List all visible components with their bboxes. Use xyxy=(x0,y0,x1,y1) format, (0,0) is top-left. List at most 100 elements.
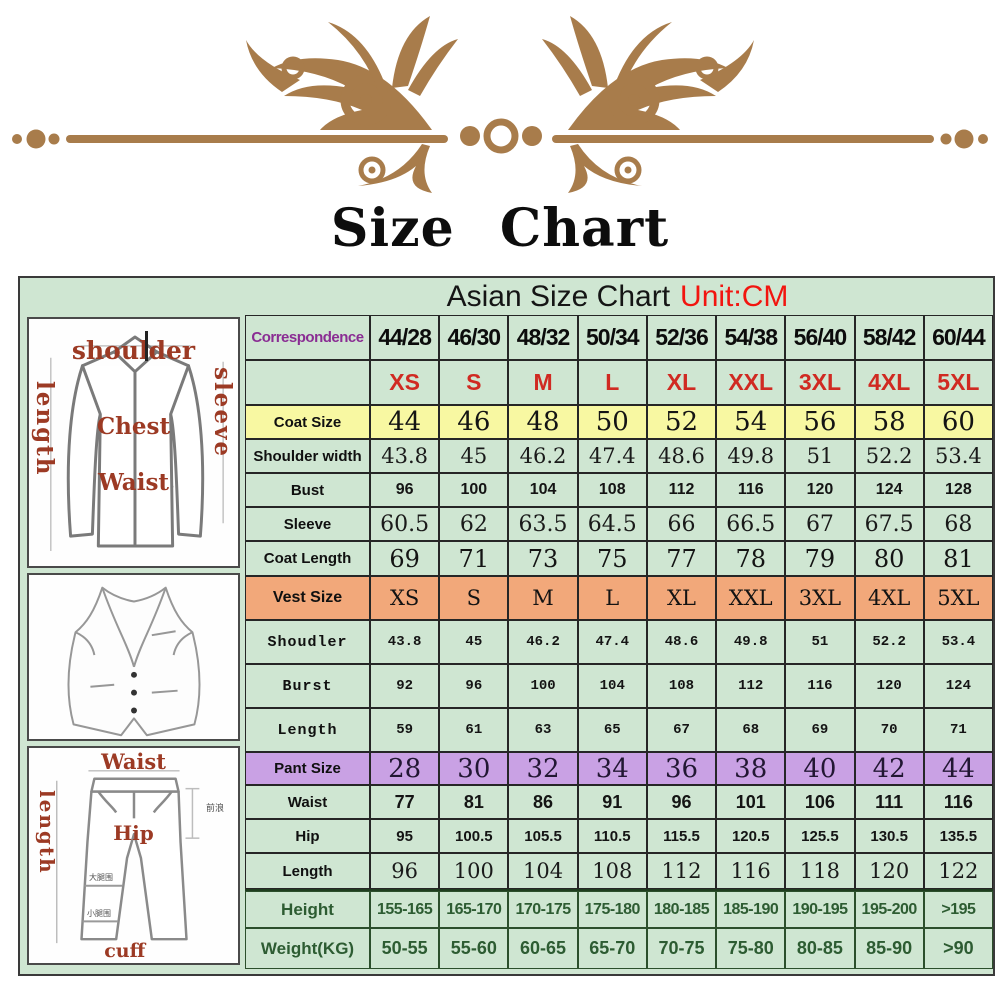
cell-value: 43.8 xyxy=(370,439,440,473)
cell-value: 46/30 xyxy=(439,315,509,360)
cell-value: 70-75 xyxy=(646,928,717,969)
unit-label: Unit:CM xyxy=(680,279,789,313)
cell-value: M xyxy=(508,360,578,405)
cell-value: 64.5 xyxy=(577,507,647,541)
cell-value: 100 xyxy=(439,853,509,889)
cell-value: 110.5 xyxy=(577,819,647,853)
row-label: Burst xyxy=(245,664,370,708)
cell-value: 108 xyxy=(577,473,647,507)
cell-value: 120.5 xyxy=(716,819,786,853)
cell-value: 49.8 xyxy=(716,439,786,473)
cell-value: 48.6 xyxy=(646,439,717,473)
row-label: Hip xyxy=(245,819,370,853)
pants-length-label: length xyxy=(35,790,59,875)
cell-value: 56 xyxy=(785,405,855,439)
cell-value: 51 xyxy=(785,620,855,664)
cell-value: 52.2 xyxy=(854,620,924,664)
cell-value: 3XL xyxy=(785,576,855,620)
cell-value: 80 xyxy=(854,541,924,576)
cell-value: 81 xyxy=(923,541,993,576)
cell-value: 116 xyxy=(716,853,786,889)
cell-value: 44 xyxy=(370,405,440,439)
cell-value: 34 xyxy=(577,752,647,785)
cell-value: 50 xyxy=(577,405,647,439)
cell-value: 61 xyxy=(439,708,509,752)
cell-value: 70 xyxy=(854,708,924,752)
pants-cuff-label: cuff xyxy=(104,940,146,962)
cell-value: XL xyxy=(646,576,717,620)
cell-value: 45 xyxy=(439,439,509,473)
cell-value: 79 xyxy=(785,541,855,576)
chart-header-title: Asian Size Chart xyxy=(446,279,671,313)
cell-value: 75 xyxy=(577,541,647,576)
table-row-pant-length: Length 96 100 104 108 112 116 118 120 122 xyxy=(245,853,993,889)
cell-value: 55-60 xyxy=(439,928,509,969)
cell-value: 104 xyxy=(508,473,578,507)
row-label: Shoulder width xyxy=(245,439,370,473)
cell-value: 67.5 xyxy=(854,507,924,541)
cell-value: 48 xyxy=(508,405,578,439)
cell-value: 56/40 xyxy=(785,315,855,360)
cell-value: 53.4 xyxy=(923,439,993,473)
cell-value: 60/44 xyxy=(923,315,993,360)
cell-value: 28 xyxy=(370,752,440,785)
cell-value: 100 xyxy=(508,664,578,708)
cell-value: 63.5 xyxy=(508,507,578,541)
cell-value: 50-55 xyxy=(370,928,440,969)
table-row-weight: Weight(KG) 50-55 55-60 60-65 65-70 70-75 75-80… xyxy=(245,928,993,969)
cell-value: 67 xyxy=(646,708,717,752)
table-row-pant-hip: Hip 95 100.5 105.5 110.5 115.5 120.5 125.5 130.5… xyxy=(245,819,993,853)
cell-value: 46.2 xyxy=(508,620,578,664)
cell-value: 185-190 xyxy=(716,891,786,928)
row-label xyxy=(245,360,370,405)
cell-value: 92 xyxy=(370,664,440,708)
cell-value: 69 xyxy=(785,708,855,752)
cell-value: 116 xyxy=(785,664,855,708)
cell-value: 75-80 xyxy=(716,928,786,969)
cell-value: S xyxy=(439,360,509,405)
cell-value: 66.5 xyxy=(716,507,786,541)
cell-value: 36 xyxy=(646,752,717,785)
table-row-correspondence: Correspondence 44/28 46/30 48/32 50/34 52/36 5… xyxy=(245,315,993,360)
row-label: Length xyxy=(245,853,370,889)
cell-value: 155-165 xyxy=(370,891,440,928)
cell-value: 40 xyxy=(785,752,855,785)
cell-value: 66 xyxy=(646,507,717,541)
row-label: Bust xyxy=(245,473,370,507)
cell-value: 58/42 xyxy=(854,315,924,360)
cell-value: 69 xyxy=(370,541,440,576)
jacket-diagram: shoulder length sleeve Chest Waist xyxy=(27,317,240,568)
cell-value: 68 xyxy=(923,507,993,541)
table-row-pant-waist: Waist 77 81 86 91 96 101 106 111 116 xyxy=(245,785,993,819)
table-row-vest-shoulder: Shoudler 43.8 45 46.2 47.4 48.6 49.8 51 52.2 53.4 xyxy=(245,620,993,664)
cell-value: 116 xyxy=(716,473,786,507)
section-body-measures: Height 155-165 165-170 170-175 175-180 180-18… xyxy=(245,889,993,969)
cell-value: 52.2 xyxy=(854,439,924,473)
cell-value: 85-90 xyxy=(854,928,924,969)
cell-value: 63 xyxy=(508,708,578,752)
page-title: Size Chart xyxy=(330,198,670,259)
cell-value: 108 xyxy=(646,664,717,708)
table-row-vest-bust: Burst 92 96 100 104 108 112 116 120 124 xyxy=(245,664,993,708)
pants-drawing-icon xyxy=(55,770,200,944)
cell-value: 120 xyxy=(785,473,855,507)
cell-value: 78 xyxy=(716,541,786,576)
row-label: Length xyxy=(245,708,370,752)
cell-value: 60 xyxy=(923,405,993,439)
cell-value: 175-180 xyxy=(577,891,647,928)
cell-value: 120 xyxy=(854,853,924,889)
cell-value: 65-70 xyxy=(577,928,647,969)
cell-value: 81 xyxy=(439,785,509,819)
cell-value: 118 xyxy=(785,853,855,889)
cell-value: 38 xyxy=(716,752,786,785)
cell-value: 44/28 xyxy=(370,315,440,360)
cell-value: 46 xyxy=(439,405,509,439)
pants-calf-label: 小腿围 xyxy=(87,909,111,918)
cell-value: L xyxy=(577,576,647,620)
cell-value: 190-195 xyxy=(785,891,855,928)
cell-value: 106 xyxy=(785,785,855,819)
cell-value: 32 xyxy=(508,752,578,785)
cell-value: 71 xyxy=(923,708,993,752)
cell-value: 96 xyxy=(370,473,440,507)
